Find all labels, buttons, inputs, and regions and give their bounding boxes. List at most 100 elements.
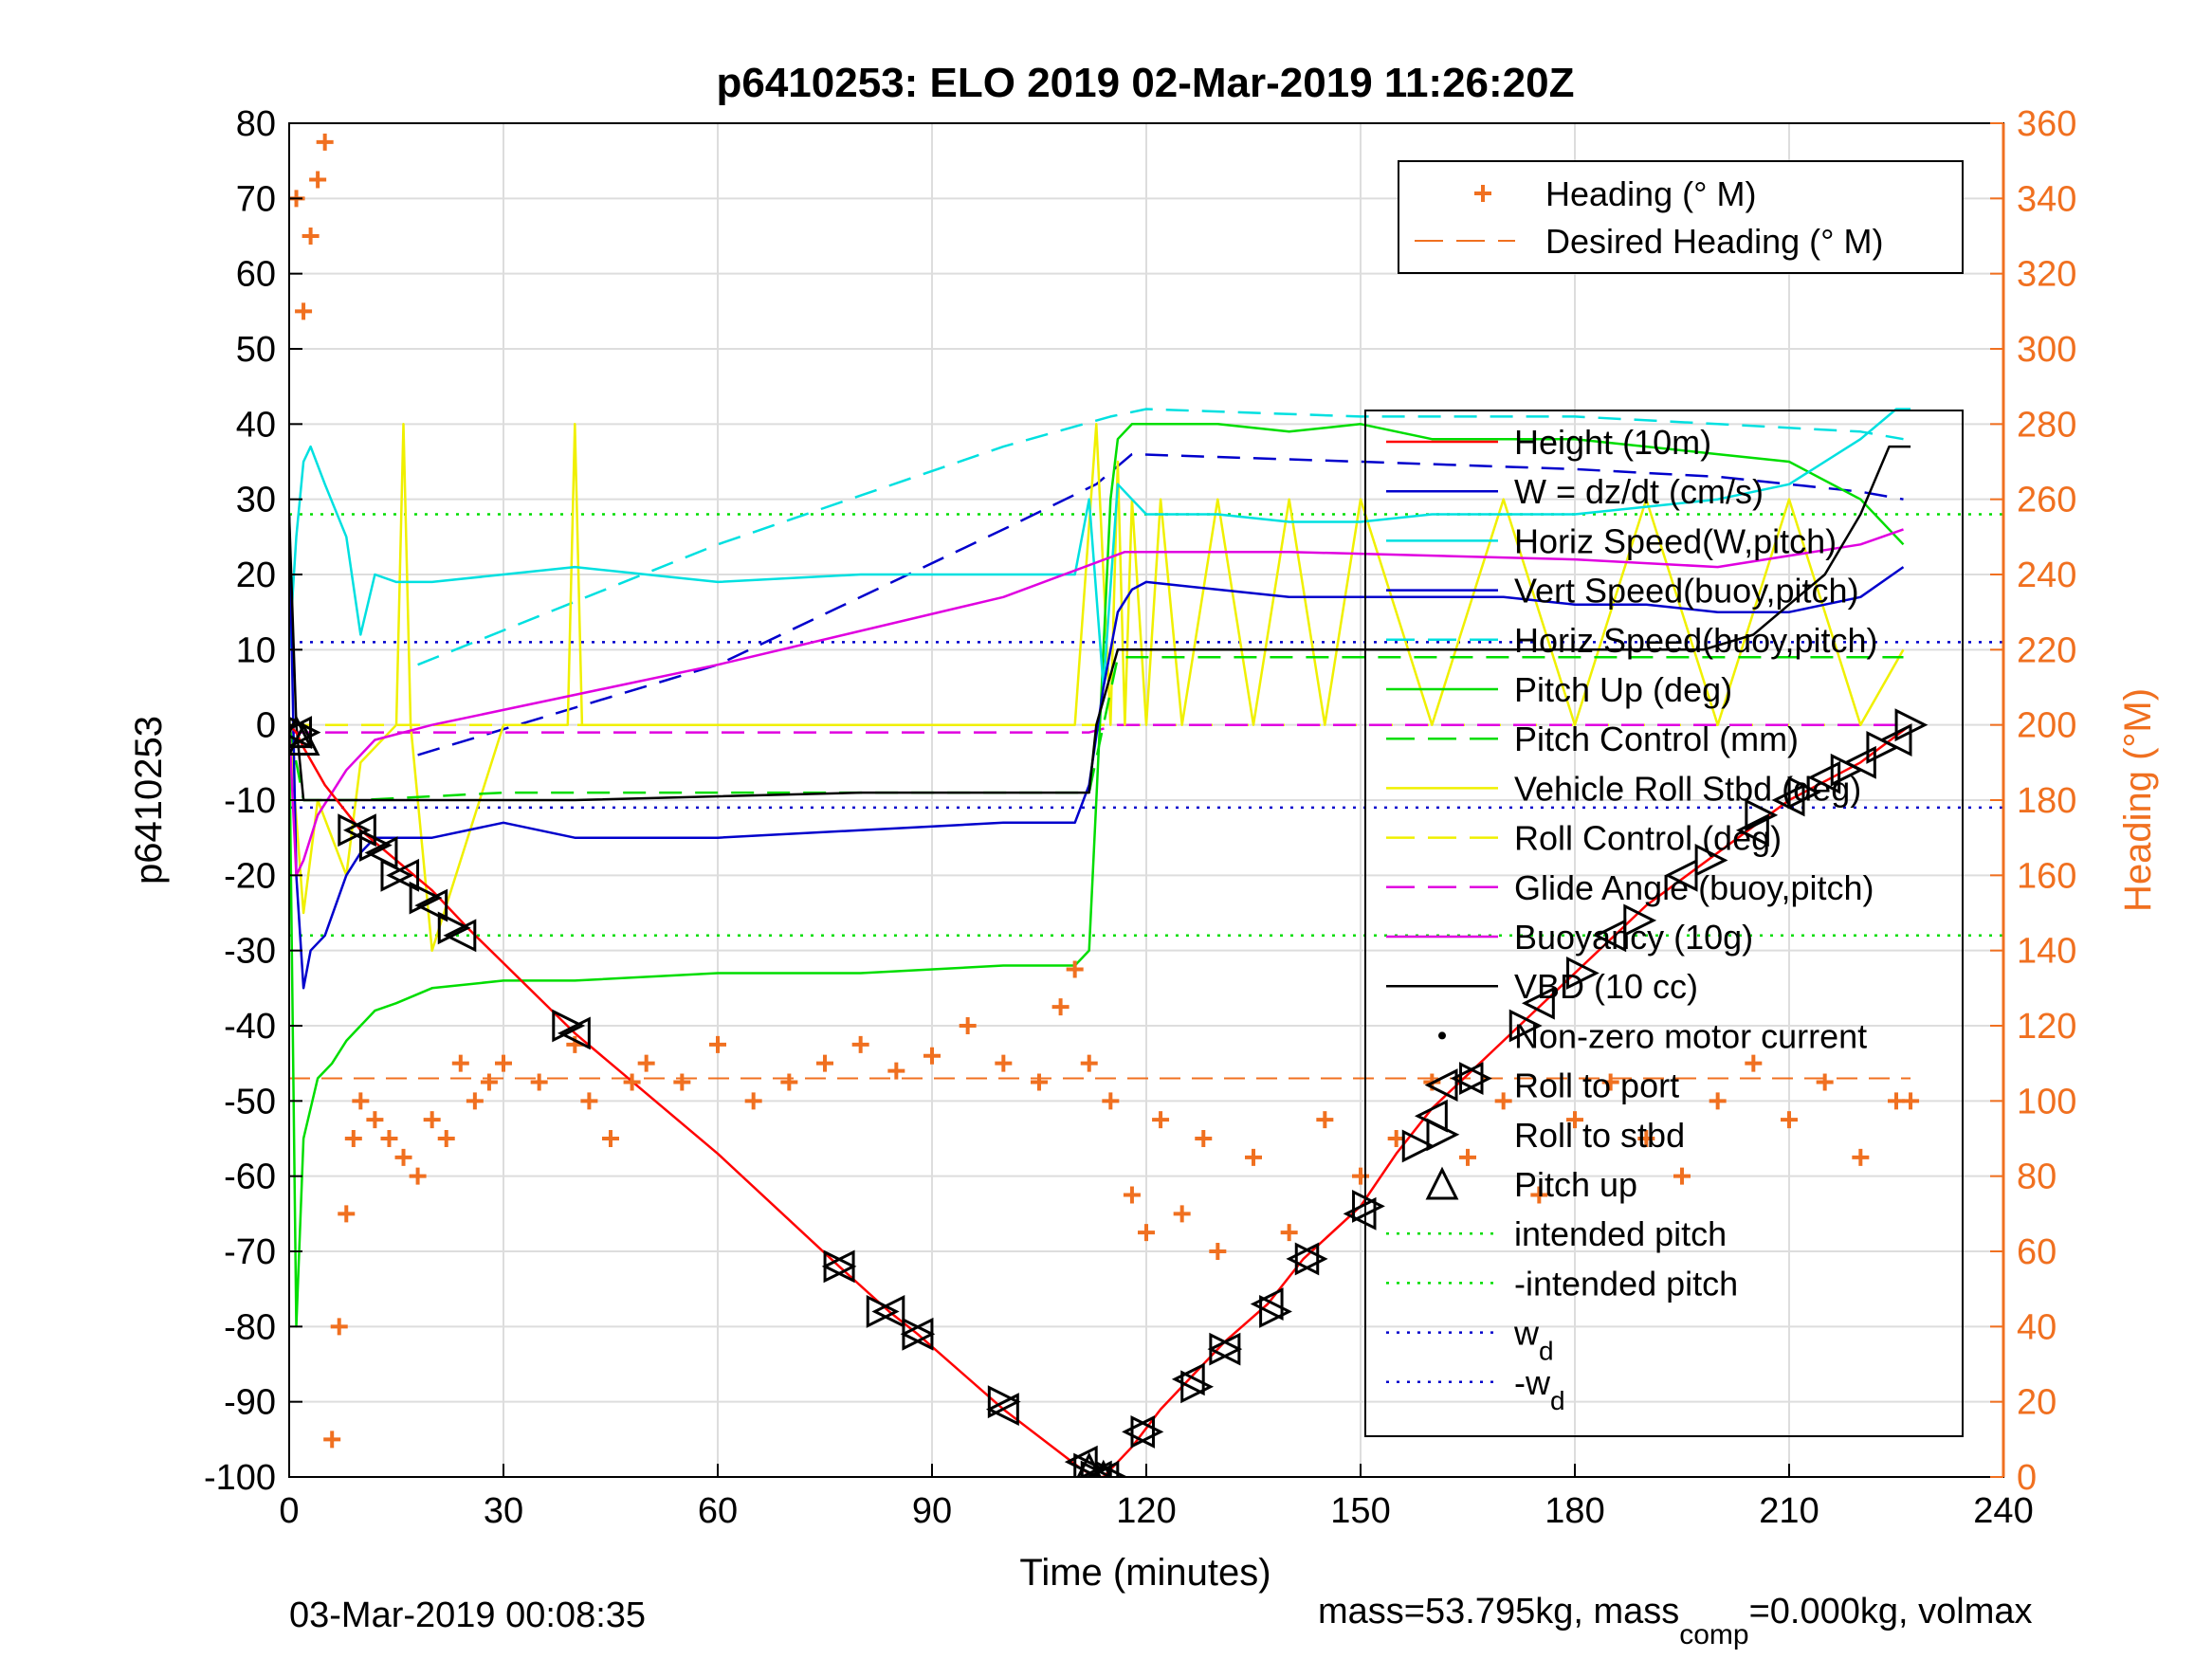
legend-main: Height (10m) W = dz/dt (cm/s) Horiz Speed(…	[1364, 410, 1964, 1437]
x-tick-label: 150	[1330, 1491, 1390, 1531]
legend-heading-swatch	[1474, 185, 1491, 202]
x-tick-label: 210	[1759, 1491, 1819, 1531]
roll-to-port-marker	[871, 1295, 905, 1328]
roll-to-stbd-marker	[987, 1385, 1021, 1419]
y-tick-label-left: -30	[224, 932, 276, 972]
roll-to-stbd-marker	[1180, 1370, 1215, 1404]
roll-to-stbd-marker	[1294, 1242, 1328, 1276]
heading-point	[1316, 1111, 1334, 1129]
heading-point	[637, 1054, 655, 1072]
heading-point	[1459, 1148, 1476, 1166]
heading-point	[580, 1092, 598, 1110]
roll-to-port-marker	[985, 1393, 1019, 1427]
heading-point	[602, 1130, 619, 1147]
heading-point	[1745, 1054, 1763, 1072]
x-tick-label: 30	[484, 1491, 523, 1531]
legend-heading-box	[1398, 160, 1964, 274]
roll-to-port-marker	[1450, 1062, 1484, 1095]
y-tick-label-right: 180	[2017, 781, 2076, 821]
series-line-w-dz-dt-cm-s-	[289, 514, 1905, 990]
heading-point	[1280, 1224, 1298, 1242]
heading-point	[780, 1073, 798, 1091]
legend-swatch-pitch-up	[1425, 1166, 1459, 1200]
heading-point	[480, 1073, 498, 1091]
plot-area	[289, 133, 2003, 1477]
legend-main-label: Roll Control (deg)	[1514, 819, 1782, 858]
roll-to-stbd-marker	[1401, 1129, 1435, 1163]
legend-label-main: w	[1513, 1314, 1540, 1353]
roll-to-stbd-marker	[1894, 708, 1929, 742]
heading-point	[1387, 1130, 1405, 1147]
heading-point	[1123, 1186, 1141, 1204]
legend-main-label: Pitch up	[1514, 1165, 1637, 1204]
y-tick-label-right: 40	[2017, 1307, 2057, 1347]
roll-to-port-marker	[557, 1016, 591, 1050]
y-tick-label-left: 20	[236, 556, 276, 595]
series-line-horiz-speed-buoy-pitch-	[417, 408, 1904, 666]
heading-point	[623, 1073, 641, 1091]
roll-to-stbd-marker	[1787, 775, 1821, 810]
x-tick-label: 240	[1973, 1491, 2033, 1531]
roll-to-port-marker	[1286, 1242, 1320, 1276]
heading-point	[495, 1054, 512, 1072]
heading-point	[1852, 1148, 1870, 1166]
heading-point	[673, 1073, 691, 1091]
data-series	[289, 408, 1911, 1477]
heading-point	[451, 1054, 469, 1072]
y-tick-label-left: 60	[236, 255, 276, 295]
y-tick-label-right: 200	[2017, 706, 2076, 746]
y-tick-label-left: 50	[236, 330, 276, 370]
series-line-horiz-speed-w-pitch-	[289, 408, 1911, 689]
heading-point	[1051, 998, 1069, 1016]
footer-mass-sub: comp	[1679, 1619, 1748, 1650]
roll-to-stbd-marker	[380, 858, 414, 892]
heading-point	[709, 1035, 726, 1053]
roll-to-stbd-marker	[1459, 1062, 1492, 1095]
footer-timestamp: 03-Mar-2019 00:08:35	[289, 1595, 646, 1635]
legend-main-label: Vert Speed(buoy,pitch)	[1514, 572, 1859, 611]
heading-point	[1195, 1130, 1213, 1147]
legend-main-label: Non-zero motor current	[1514, 1016, 1867, 1055]
roll-to-port-marker	[1250, 1287, 1284, 1321]
roll-to-stbd-marker	[409, 881, 443, 915]
heading-point	[1209, 1243, 1227, 1260]
roll-to-stbd-marker	[1508, 1009, 1543, 1043]
roll-to-stbd-marker	[1094, 1460, 1128, 1477]
y-tick-label-left: 10	[236, 630, 276, 670]
heading-point	[423, 1111, 441, 1129]
heading-point	[437, 1130, 455, 1147]
y-axis-label-left: p6410253	[128, 716, 170, 884]
heading-point	[1601, 1073, 1619, 1091]
roll-to-stbd-marker	[1745, 798, 1779, 832]
heading-point	[1816, 1073, 1834, 1091]
y-tick-label-right: 100	[2017, 1082, 2076, 1121]
legend-main-label: Glide Angle (buoy,pitch)	[1514, 868, 1874, 907]
roll-to-stbd-marker	[1623, 903, 1657, 938]
heading-point	[302, 228, 320, 245]
roll-to-stbd-marker	[1830, 753, 1864, 787]
x-axis: 0 30 60 90 120 150 180 210 240	[279, 1464, 2034, 1531]
x-tick-label: 60	[698, 1491, 738, 1531]
heading-point	[816, 1054, 833, 1072]
heading-point	[1031, 1073, 1048, 1091]
series-line-vert-speed-buoy-pitch-	[417, 452, 1904, 757]
roll-to-stbd-marker	[823, 1249, 857, 1284]
heading-point	[887, 1062, 905, 1080]
y-tick-label-left: 80	[236, 104, 276, 144]
heading-point	[344, 1130, 362, 1147]
heading-point	[1173, 1205, 1191, 1223]
heading-point	[1102, 1092, 1120, 1110]
legend-main-label: Horiz Speed(W,pitch)	[1514, 521, 1837, 560]
legend-main-label: Roll to stbd	[1514, 1116, 1685, 1155]
y-tick-label-left: -60	[224, 1158, 276, 1197]
legend-main-label: Pitch Control (mm)	[1514, 720, 1799, 758]
heading-point	[309, 171, 327, 189]
roll-to-port-marker	[386, 858, 420, 892]
series-line-height-10m-	[289, 723, 1911, 1477]
heading-point	[1494, 1092, 1512, 1110]
roll-to-port-marker	[414, 888, 448, 922]
series-line-buoyancy-10g-	[289, 528, 1904, 877]
heading-point	[744, 1092, 762, 1110]
legend-main-label: Vehicle Roll Stbd (deg)	[1514, 769, 1861, 808]
